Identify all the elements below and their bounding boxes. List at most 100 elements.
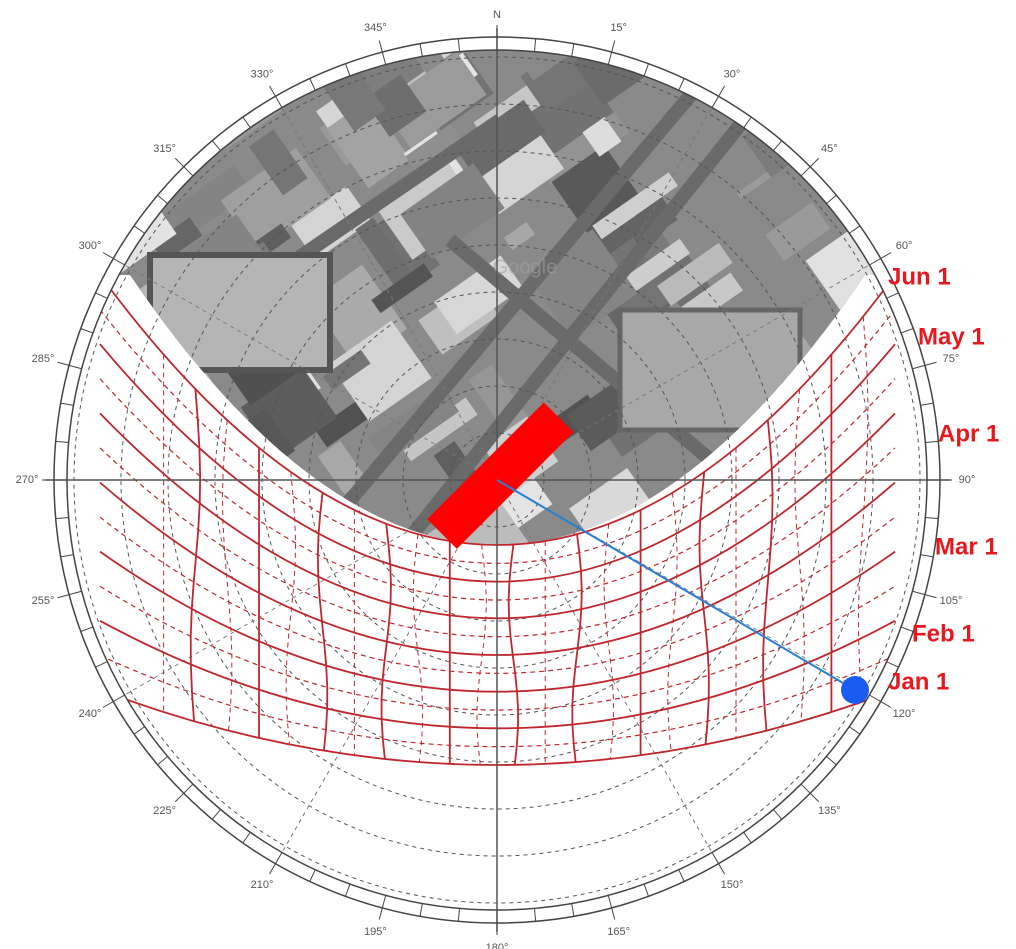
building (537, 0, 611, 7)
ring-tick (57, 361, 82, 370)
building (161, 582, 200, 618)
hour-line (603, 523, 614, 760)
ring-tick (457, 38, 461, 52)
month-label: Jan 1 (888, 668, 949, 695)
building (67, 228, 123, 349)
building (405, 124, 467, 179)
ring-tick (242, 831, 251, 844)
ring-tick (886, 661, 899, 668)
building (624, 238, 691, 293)
ring-tick (157, 756, 168, 766)
building (427, 489, 529, 545)
ring-tick (378, 40, 387, 65)
building (471, 129, 565, 215)
building (0, 460, 52, 512)
ring-tick (157, 194, 168, 204)
building (200, 658, 280, 732)
building (67, 376, 103, 428)
azimuth-label: 285° (32, 353, 55, 365)
ring-tick (800, 783, 820, 803)
building (371, 263, 433, 314)
building (592, 172, 678, 240)
building (219, 613, 329, 720)
watermark: Google (493, 256, 558, 278)
month-label: Feb 1 (912, 620, 975, 647)
ring-tick (345, 883, 351, 897)
building (617, 307, 803, 433)
ring-tick (419, 903, 423, 917)
ring-tick (571, 43, 575, 57)
azimuth-label: 270° (16, 474, 39, 486)
azimuth-label: 135° (818, 805, 841, 817)
ring-tick (607, 40, 616, 65)
building (95, 397, 212, 508)
ring-tick (533, 908, 537, 922)
azimuth-label: 120° (893, 708, 916, 720)
azimuth-label: 150° (721, 879, 744, 891)
building-footprint (427, 402, 574, 549)
building (322, 349, 371, 391)
ring-tick (912, 590, 937, 599)
ring-tick (848, 726, 861, 735)
building (67, 451, 87, 488)
building (530, 1, 561, 31)
azimuth-label: 90° (959, 474, 976, 486)
ring-tick (920, 402, 934, 406)
building (147, 252, 333, 373)
month-label: May 1 (918, 323, 985, 350)
building (71, 400, 161, 491)
ring-tick (920, 554, 934, 558)
hour-line (698, 471, 710, 745)
azimuth-label: 195° (364, 926, 387, 938)
ring-tick (269, 85, 283, 108)
ring-tick (925, 516, 939, 520)
ring-tick (211, 809, 221, 820)
ring-tick (800, 157, 820, 177)
ring-tick (242, 116, 251, 129)
ring-tick (102, 252, 125, 266)
ring-tick (309, 869, 316, 882)
building (225, 701, 313, 788)
ring-tick (848, 225, 861, 234)
hour-line (667, 492, 678, 751)
ring-tick (886, 292, 899, 299)
ring-tick (869, 252, 892, 266)
building (0, 360, 19, 469)
azimuth-label: 225° (153, 805, 176, 817)
north-label: N (493, 9, 501, 21)
azimuth-label: 345° (364, 22, 387, 34)
ring-tick (102, 694, 125, 708)
ring-tick (900, 328, 914, 334)
ring-tick (95, 292, 108, 299)
ring-tick (60, 554, 74, 558)
ring-tick (743, 116, 752, 129)
azimuth-label: 165° (607, 926, 630, 938)
building (363, 74, 427, 137)
hour-line (380, 523, 392, 760)
building (626, 0, 701, 4)
ring-tick (55, 516, 69, 520)
building (67, 513, 112, 545)
building (455, 99, 546, 180)
azimuth-label: 330° (251, 69, 274, 81)
building (151, 217, 203, 263)
ring-tick (869, 694, 892, 708)
building (317, 440, 367, 495)
ring-tick (826, 756, 837, 766)
azimuth-label: 240° (79, 708, 102, 720)
building (70, 543, 170, 545)
ring-tick (457, 908, 461, 922)
building (501, 50, 602, 81)
ring-tick (80, 328, 94, 334)
azimuth-label: 255° (32, 595, 55, 607)
hour-line (316, 492, 329, 751)
building (67, 321, 133, 393)
building (328, 320, 432, 422)
azimuth-label: 300° (79, 240, 102, 252)
ring-tick (60, 402, 74, 406)
street (354, 95, 766, 545)
ring-tick (711, 85, 725, 108)
ring-tick (925, 440, 939, 444)
ring-tick (678, 869, 685, 882)
azimuth-label: 210° (251, 879, 274, 891)
